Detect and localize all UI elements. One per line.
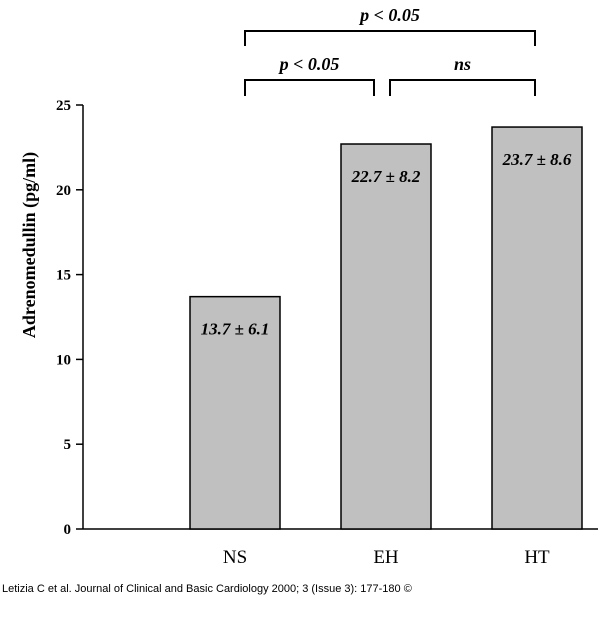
y-tick-label: 20 (56, 183, 71, 199)
bars: 13.7 ± 6.1 NS 22.7 ± 8.2 EH 23.7 ± 8.6 HT (189, 126, 583, 568)
significance-label: p < 0.05 (358, 5, 420, 25)
x-category-label: NS (223, 547, 247, 568)
bar (189, 295, 281, 530)
bar (340, 143, 432, 530)
citation: Letizia C et al. Journal of Clinical and… (2, 583, 412, 595)
significance-label: ns (454, 54, 471, 74)
y-tick-label: 25 (56, 98, 71, 114)
x-category-label: EH (373, 547, 399, 568)
significance-bracket (389, 79, 536, 96)
significance-label: p < 0.05 (278, 54, 340, 74)
bar (491, 126, 583, 530)
bar-chart: 0 5 10 15 20 25 13.7 ± 6.1 NS 22.7 ± 8.2 EH 23.7 … (19, 5, 598, 568)
bar-value-label: 13.7 ± 6.1 (201, 320, 270, 339)
y-axis-label: Adrenomedullin (pg/ml) (19, 152, 40, 338)
bar-value-label: 23.7 ± 8.6 (502, 150, 572, 169)
significance-brackets: p < 0.05 ns p < 0.05 (244, 5, 536, 96)
y-tick-label: 15 (56, 268, 71, 284)
significance-bracket (244, 79, 375, 96)
x-category-label: HT (524, 547, 550, 568)
y-tick-label: 10 (56, 352, 71, 368)
significance-bracket (244, 30, 536, 46)
bar-value-label: 22.7 ± 8.2 (351, 167, 421, 186)
y-tick-label: 0 (64, 522, 72, 538)
y-tick-label: 5 (64, 437, 72, 453)
